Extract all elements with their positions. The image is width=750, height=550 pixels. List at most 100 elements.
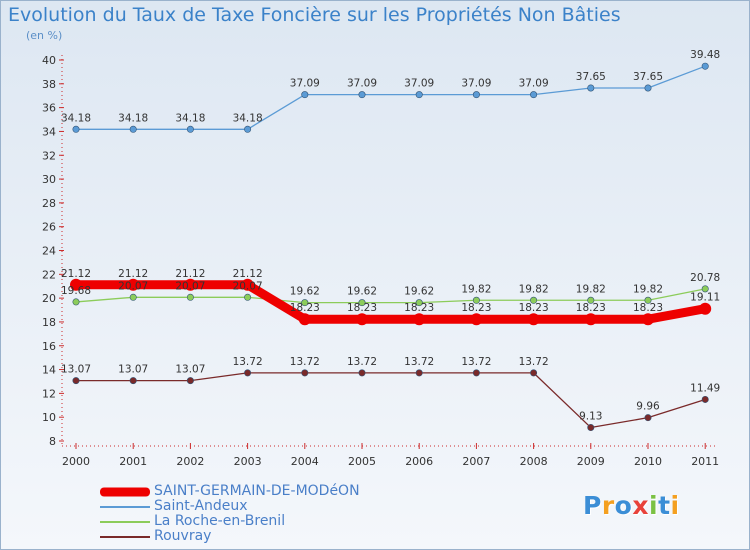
data-point	[587, 84, 595, 92]
y-tick-label: 24	[42, 245, 56, 258]
data-label: 19.62	[290, 286, 320, 298]
proxiti-logo: Proxiti	[583, 491, 680, 520]
x-tick-label: 2005	[348, 455, 376, 468]
logo-letter: P	[583, 491, 602, 520]
chart-axes: 8 10 12 14 16 18 20 22 24 26 28 30 32 34 36 38 40 2000 200…	[42, 54, 719, 468]
data-point	[530, 369, 538, 377]
y-tick-label: 26	[42, 221, 56, 234]
logo-letter: x	[632, 491, 649, 520]
data-point	[244, 125, 252, 133]
data-point	[358, 299, 366, 307]
y-tick-label: 36	[42, 102, 56, 115]
data-label: 34.18	[61, 112, 91, 124]
data-point	[415, 91, 423, 99]
logo-letter: i	[649, 491, 659, 520]
y-axis-unit-label: (en %)	[26, 29, 63, 42]
data-point	[72, 377, 80, 385]
data-label: 11.49	[690, 382, 720, 394]
data-point	[244, 369, 252, 377]
series-line-3	[75, 372, 706, 429]
data-label: 18.23	[576, 302, 606, 314]
data-point	[186, 293, 194, 301]
data-point	[358, 91, 366, 99]
data-label: 9.96	[636, 401, 660, 413]
data-label: 13.72	[347, 356, 377, 368]
data-point	[701, 62, 709, 70]
data-label: 37.65	[633, 71, 663, 83]
y-tick-label: 34	[42, 125, 56, 138]
chart-title: Evolution du Taux de Taxe Foncière sur l…	[8, 4, 621, 26]
logo-letter: o	[614, 491, 633, 520]
data-label: 21.12	[118, 268, 148, 280]
data-point	[644, 414, 652, 422]
data-point	[72, 125, 80, 133]
legend-swatch	[100, 505, 150, 508]
data-label: 13.72	[290, 356, 320, 368]
data-label: 19.82	[519, 283, 549, 295]
data-label: 21.12	[233, 268, 263, 280]
x-tick-label: 2004	[291, 455, 319, 468]
data-point	[129, 293, 137, 301]
x-tick-label: 2009	[577, 455, 605, 468]
data-point	[530, 296, 538, 304]
data-label: 13.07	[175, 364, 205, 376]
legend-label: La Roche-en-Brenil	[154, 513, 286, 529]
x-tick-label: 2002	[176, 455, 204, 468]
legend-swatch	[100, 487, 150, 496]
data-label: 19.68	[61, 285, 91, 297]
data-label: 39.48	[690, 49, 720, 61]
series-points	[70, 62, 712, 432]
data-label: 37.09	[290, 78, 320, 90]
y-tick-label: 8	[49, 435, 56, 448]
series-line-0	[71, 280, 710, 324]
data-point	[129, 125, 137, 133]
x-tick-label: 2001	[119, 455, 147, 468]
data-label: 13.72	[461, 356, 491, 368]
data-label: 18.23	[461, 302, 491, 314]
x-tick-label: 2007	[462, 455, 490, 468]
data-point	[244, 293, 252, 301]
data-point	[72, 298, 80, 306]
data-point	[699, 302, 712, 315]
data-label: 34.18	[175, 112, 205, 124]
data-label: 20.78	[690, 272, 720, 284]
data-point	[127, 278, 140, 291]
data-label: 18.23	[404, 302, 434, 314]
data-point	[584, 313, 597, 326]
data-point	[186, 125, 194, 133]
data-label: 19.82	[576, 283, 606, 295]
data-point	[530, 91, 538, 99]
y-tick-label: 40	[42, 54, 56, 67]
data-point	[186, 377, 194, 385]
data-point	[472, 296, 480, 304]
data-label: 20.07	[233, 280, 263, 292]
data-label: 19.82	[633, 283, 663, 295]
x-tick-label: 2008	[520, 455, 548, 468]
data-label: 20.07	[175, 280, 205, 292]
data-point	[241, 278, 254, 291]
data-label: 18.23	[519, 302, 549, 314]
y-tick-label: 14	[42, 364, 56, 377]
data-point	[527, 313, 540, 326]
legend-swatch	[100, 520, 150, 523]
data-label: 19.62	[404, 286, 434, 298]
data-point	[301, 369, 309, 377]
y-tick-label: 38	[42, 78, 56, 91]
legend-label: Rouvray	[154, 528, 212, 544]
data-point	[301, 91, 309, 99]
logo-letter: r	[601, 491, 615, 520]
x-tick-label: 2011	[691, 455, 719, 468]
data-point	[356, 313, 368, 326]
data-point	[413, 313, 426, 326]
data-label: 13.72	[404, 356, 434, 368]
y-tick-label: 22	[42, 268, 56, 281]
logo-letter: t	[658, 491, 671, 520]
data-point	[587, 296, 595, 304]
data-point	[298, 313, 311, 326]
data-label: 9.13	[579, 411, 602, 423]
data-point	[642, 313, 654, 326]
data-point	[470, 313, 483, 326]
data-point	[415, 369, 423, 377]
